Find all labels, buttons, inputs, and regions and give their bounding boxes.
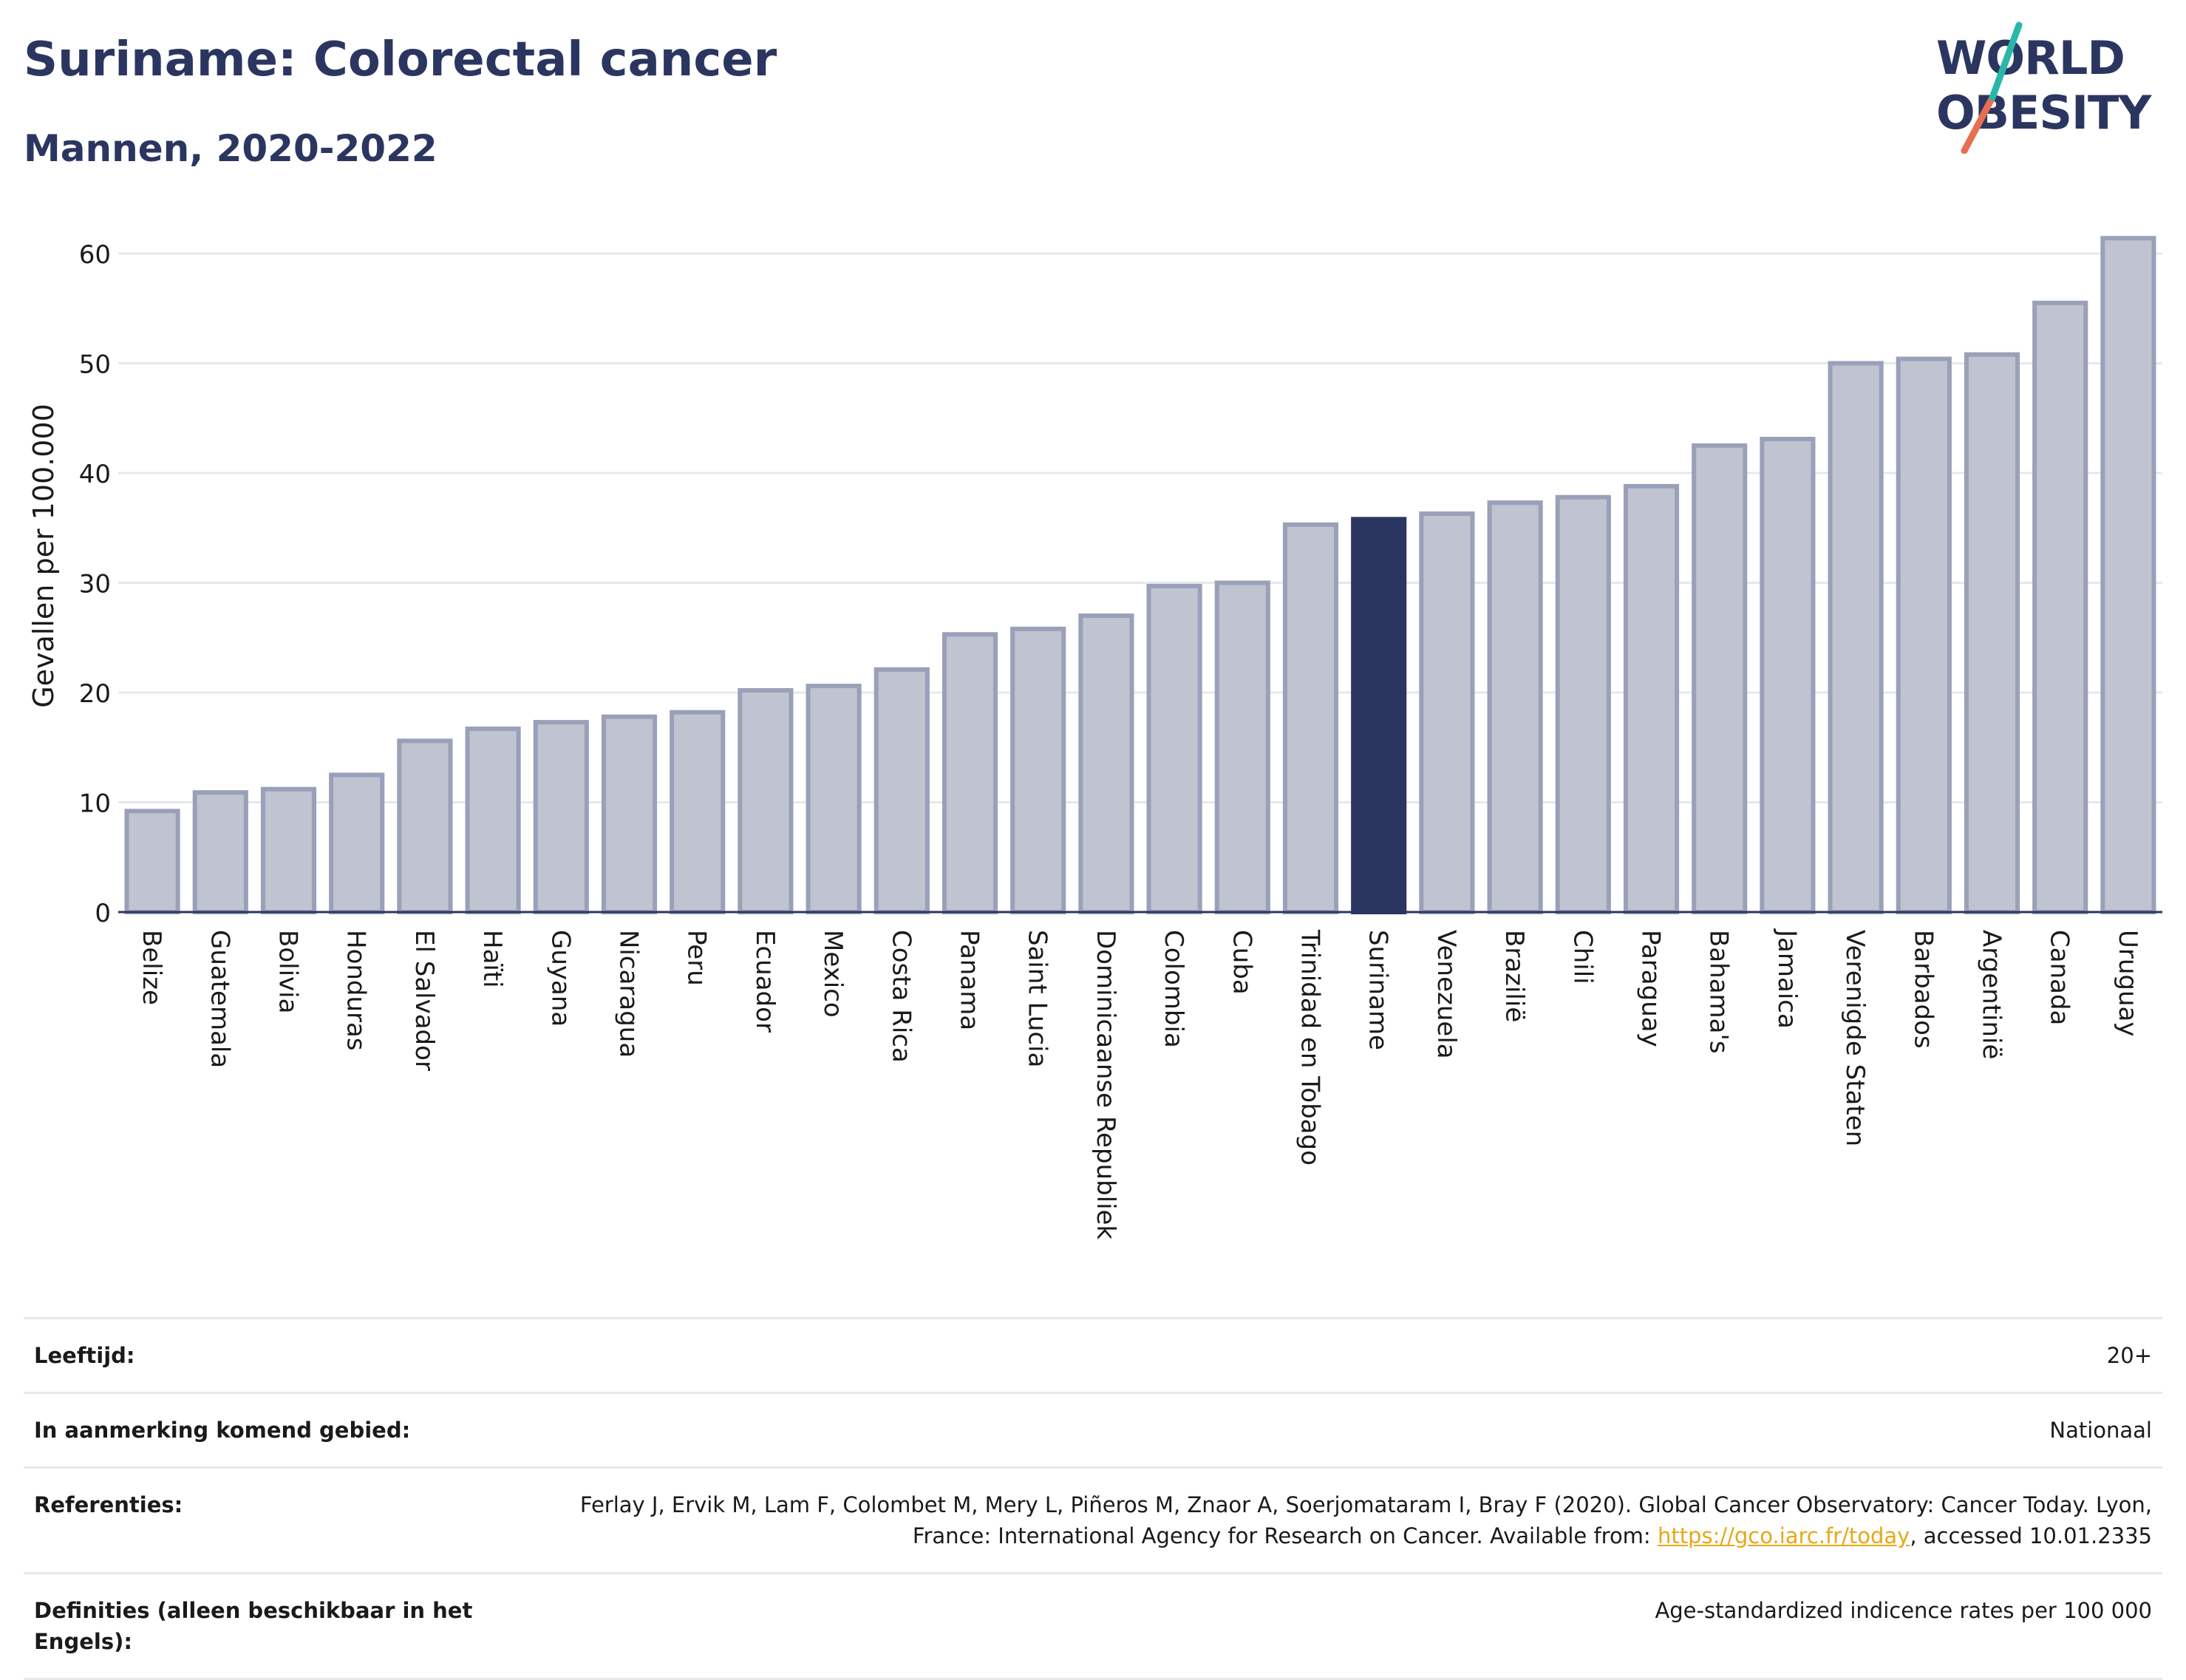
x-tick-label: Barbados xyxy=(1908,930,1938,1049)
x-tick-label: Suriname xyxy=(1363,930,1393,1050)
x-tick-label: Ecuador xyxy=(750,930,780,1033)
bar-chart: 0 10 20 30 40 50 60 Belize Guatemala Bolivia Hond… xyxy=(27,236,2162,1239)
bar-cuba[interactable] xyxy=(1214,580,1270,914)
bar-guyana[interactable] xyxy=(533,720,589,914)
bar-uruguay[interactable] xyxy=(2100,236,2156,914)
bar-bolivia[interactable] xyxy=(260,786,317,915)
metadata-table: Leeftijd: 20+ In aanmerking komend gebied:… xyxy=(24,1317,2162,1680)
bar-venezuela[interactable] xyxy=(1419,511,1475,914)
x-tick-label: Verenigde Staten xyxy=(1840,930,1870,1146)
x-tick-label: Canada xyxy=(2045,930,2074,1025)
bar-belize[interactable] xyxy=(124,809,180,914)
y-tick-label: 20 xyxy=(79,679,111,709)
x-tick-label: Jamaica xyxy=(1772,928,1802,1029)
x-tick-label: Guatemala xyxy=(205,930,234,1068)
chart-title: Suriname: Colorectal cancer xyxy=(24,33,777,87)
bar-paraguay[interactable] xyxy=(1623,483,1680,914)
bar-peru[interactable] xyxy=(670,710,726,914)
meta-row: Referenties: Ferlay J, Ervik M, Lam F, Co… xyxy=(24,1467,2162,1574)
x-tick-label: El Salvador xyxy=(409,930,439,1071)
x-tick-label: Belize xyxy=(137,930,166,1005)
reference-link[interactable]: https://gco.iarc.fr/today xyxy=(1657,1523,1910,1548)
bar-brazili-[interactable] xyxy=(1487,500,1543,914)
x-tick-label: Colombia xyxy=(1159,930,1188,1048)
y-tick-label: 40 xyxy=(79,460,111,489)
x-tick-label: Brazilië xyxy=(1499,930,1529,1022)
meta-key: Leeftijd: xyxy=(34,1343,135,1368)
world-obesity-logo: WORLD OBESITY xyxy=(1936,21,2153,154)
x-tick-label: Nicaragua xyxy=(614,930,644,1058)
x-tick-label: Cuba xyxy=(1227,930,1256,995)
bar-saint-lucia[interactable] xyxy=(1010,626,1066,914)
bar-costa-rica[interactable] xyxy=(874,667,930,914)
x-tick-label: Guyana xyxy=(545,930,575,1027)
bar-ha-ti[interactable] xyxy=(465,727,521,914)
y-axis-ticks: 0 10 20 30 40 50 60 xyxy=(79,240,111,928)
meta-value: Age-standardized indicence rates per 100… xyxy=(1655,1598,2152,1623)
x-tick-label: Haïti xyxy=(477,930,507,988)
x-tick-label: Trinidad en Tobago xyxy=(1295,929,1325,1166)
bar-panama[interactable] xyxy=(942,632,998,914)
svg-text:WORLD: WORLD xyxy=(1936,31,2125,85)
bar-dominicaanse-republiek[interactable] xyxy=(1078,613,1134,914)
meta-key: In aanmerking komend gebied: xyxy=(34,1418,411,1443)
y-tick-label: 30 xyxy=(79,570,111,599)
x-tick-label: Bahama's xyxy=(1704,930,1734,1054)
meta-row: Definities (alleen beschikbaar in het En… xyxy=(24,1573,2162,1679)
y-axis-label: Gevallen per 100.000 xyxy=(27,404,60,708)
x-tick-label: Peru xyxy=(682,930,712,986)
bar-chili[interactable] xyxy=(1555,494,1611,914)
bar-guatemala[interactable] xyxy=(192,790,248,915)
bar-trinidad-en-tobago[interactable] xyxy=(1282,522,1339,914)
bar-argentini-[interactable] xyxy=(1964,352,2020,914)
chart-subtitle: Mannen, 2020-2022 xyxy=(24,127,437,170)
y-tick-label: 60 xyxy=(79,240,111,270)
meta-value: Nationaal xyxy=(2049,1418,2152,1443)
x-tick-label: Paraguay xyxy=(1636,930,1666,1047)
x-tick-label: Chili xyxy=(1567,930,1597,984)
bar-colombia[interactable] xyxy=(1146,583,1202,915)
meta-value: 20+ xyxy=(2106,1343,2152,1368)
y-tick-label: 10 xyxy=(79,789,111,819)
meta-key: Definities (alleen beschikbaar in het En… xyxy=(34,1598,473,1654)
x-tick-label: Costa Rica xyxy=(886,930,916,1063)
x-tick-label: Bolivia xyxy=(273,930,303,1013)
x-tick-label: Saint Lucia xyxy=(1023,930,1052,1067)
bars xyxy=(124,236,2156,915)
y-tick-label: 50 xyxy=(79,350,111,380)
bar-honduras[interactable] xyxy=(329,772,385,914)
x-tick-label: Uruguay xyxy=(2113,930,2142,1037)
bar-el-salvador[interactable] xyxy=(397,738,453,915)
x-tick-label: Dominicaanse Republiek xyxy=(1091,930,1120,1239)
meta-value: Ferlay J, Ervik M, Lam F, Colombet M, Me… xyxy=(579,1492,2152,1548)
meta-key: Referenties: xyxy=(34,1492,183,1517)
bar-suriname[interactable] xyxy=(1351,517,1407,914)
bar-canada[interactable] xyxy=(2032,300,2088,914)
bar-ecuador[interactable] xyxy=(738,688,794,915)
bar-jamaica[interactable] xyxy=(1760,436,1816,914)
bar-nicaragua[interactable] xyxy=(601,714,658,914)
x-axis-labels: Belize Guatemala Bolivia Honduras El Salvado… xyxy=(137,928,2142,1239)
x-tick-label: Panama xyxy=(955,930,984,1030)
meta-row: Leeftijd: 20+ xyxy=(24,1318,2162,1393)
bar-barbados[interactable] xyxy=(1896,356,1952,914)
x-tick-label: Argentinië xyxy=(1977,930,2006,1059)
x-tick-label: Honduras xyxy=(341,930,371,1051)
meta-row: In aanmerking komend gebied: Nationaal xyxy=(24,1392,2162,1468)
bar-mexico[interactable] xyxy=(806,684,862,915)
x-tick-label: Mexico xyxy=(818,930,848,1018)
bar-verenigde-staten[interactable] xyxy=(1828,361,1884,914)
y-tick-label: 0 xyxy=(95,899,111,928)
bar-bahama-s[interactable] xyxy=(1692,443,1748,914)
x-tick-label: Venezuela xyxy=(1431,930,1461,1059)
